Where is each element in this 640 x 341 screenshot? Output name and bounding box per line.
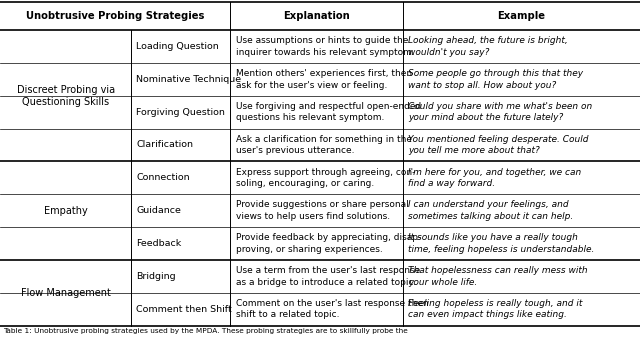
Text: Looking ahead, the future is bright,
wouldn't you say?: Looking ahead, the future is bright, wou… — [408, 36, 568, 57]
Text: Flow Management: Flow Management — [20, 288, 111, 298]
Text: Table 1: Unobtrusive probing strategies used by the MPDA. These probing strategi: Table 1: Unobtrusive probing strategies … — [3, 328, 408, 334]
Text: Use assumptions or hints to guide the
inquirer towards his relevant symptom.: Use assumptions or hints to guide the in… — [236, 36, 414, 57]
Text: Loading Question: Loading Question — [136, 42, 219, 51]
Text: I'm here for you, and together, we can
find a way forward.: I'm here for you, and together, we can f… — [408, 168, 582, 188]
Text: Use forgiving and respectful open-ended
questions his relevant symptom.: Use forgiving and respectful open-ended … — [236, 102, 420, 122]
Text: Bridging: Bridging — [136, 272, 176, 281]
Text: Feedback: Feedback — [136, 239, 182, 248]
Text: Could you share with me what's been on
your mind about the future lately?: Could you share with me what's been on y… — [408, 102, 593, 122]
Text: Mention others' experiences first, then
ask for the user's view or feeling.: Mention others' experiences first, then … — [236, 69, 412, 89]
Text: Ask a clarification for something in the
user's previous utterance.: Ask a clarification for something in the… — [236, 135, 412, 155]
Text: Express support through agreeing, con-
soling, encouraging, or caring.: Express support through agreeing, con- s… — [236, 168, 415, 188]
Text: Unobtrusive Probing Strategies: Unobtrusive Probing Strategies — [26, 11, 204, 21]
Text: Comment on the user's last response then
shift to a related topic.: Comment on the user's last response then… — [236, 299, 428, 320]
Text: Example: Example — [497, 11, 545, 21]
Text: Connection: Connection — [136, 173, 190, 182]
Text: Guidance: Guidance — [136, 206, 181, 215]
Text: Some people go through this that they
want to stop all. How about you?: Some people go through this that they wa… — [408, 69, 584, 89]
Text: Clarification: Clarification — [136, 140, 193, 149]
Text: Empathy: Empathy — [44, 206, 88, 216]
Text: Comment then Shift: Comment then Shift — [136, 305, 232, 314]
Text: Explanation: Explanation — [284, 11, 350, 21]
Text: Provide suggestions or share personal
views to help users find solutions.: Provide suggestions or share personal vi… — [236, 201, 408, 221]
Text: That hopelessness can really mess with
your whole life.: That hopelessness can really mess with y… — [408, 266, 588, 286]
Text: Discreet Probing via
Questioning Skills: Discreet Probing via Questioning Skills — [17, 85, 115, 106]
Text: It sounds like you have a really tough
time, feeling hopeless is understandable.: It sounds like you have a really tough t… — [408, 233, 595, 254]
Text: Feeling hopeless is really tough, and it
can even impact things like eating.: Feeling hopeless is really tough, and it… — [408, 299, 582, 320]
Text: Forgiving Question: Forgiving Question — [136, 108, 225, 117]
Text: Provide feedback by appreciating, disap-
proving, or sharing experiences.: Provide feedback by appreciating, disap-… — [236, 233, 420, 254]
Text: Nominative Technique: Nominative Technique — [136, 75, 241, 84]
Text: You mentioned feeling desperate. Could
you tell me more about that?: You mentioned feeling desperate. Could y… — [408, 135, 589, 155]
Text: Use a term from the user's last response
as a bridge to introduce a related topi: Use a term from the user's last response… — [236, 266, 420, 286]
Text: I can understand your feelings, and
sometimes talking about it can help.: I can understand your feelings, and some… — [408, 201, 573, 221]
